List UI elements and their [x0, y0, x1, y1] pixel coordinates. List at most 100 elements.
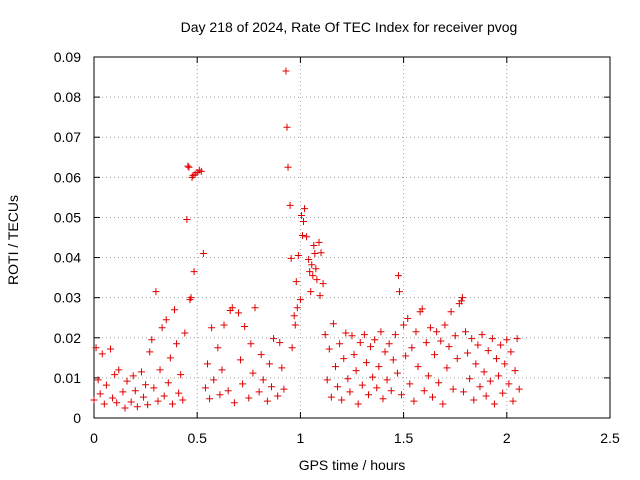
data-point	[170, 306, 178, 314]
data-point	[393, 369, 401, 377]
data-point	[305, 256, 313, 264]
data-point	[166, 354, 174, 362]
data-point	[323, 376, 331, 384]
plot-frame	[93, 56, 611, 419]
data-point	[329, 320, 337, 328]
data-point	[385, 340, 393, 348]
data-point	[284, 163, 292, 171]
data-point	[486, 377, 494, 385]
data-point	[507, 348, 515, 356]
data-point	[150, 384, 158, 392]
data-point	[216, 391, 224, 399]
data-point	[294, 252, 302, 260]
data-point	[296, 296, 304, 304]
data-point	[381, 348, 389, 356]
data-point	[426, 324, 434, 332]
data-point	[379, 395, 387, 403]
data-point	[367, 343, 375, 351]
data-point	[474, 341, 482, 349]
data-point	[177, 371, 185, 379]
data-point	[234, 309, 242, 317]
data-point	[224, 387, 232, 395]
data-point	[288, 344, 296, 352]
data-point	[414, 363, 422, 371]
data-point	[204, 360, 212, 368]
data-point	[371, 336, 379, 344]
y-tick-label: 0.09	[54, 49, 81, 65]
data-point	[445, 343, 453, 351]
data-point	[164, 379, 172, 387]
data-point	[453, 355, 461, 363]
data-point	[168, 400, 176, 408]
data-point	[98, 350, 106, 358]
data-point	[458, 294, 466, 302]
data-point	[315, 238, 323, 246]
data-point	[354, 400, 362, 408]
data-point	[383, 376, 391, 384]
data-point	[102, 381, 110, 389]
data-point	[251, 304, 259, 312]
axis-ticks: 0 0.01 0.02 0.03 0.04 0.05 0.06 0.07 0.08 0.09 0 0.…	[54, 49, 620, 446]
data-point	[464, 349, 472, 357]
data-point	[127, 398, 135, 406]
x-tick-label: 1.5	[394, 430, 414, 446]
gridlines	[94, 57, 610, 418]
data-point	[92, 344, 100, 352]
data-point	[278, 364, 286, 372]
data-point	[410, 397, 418, 405]
data-point	[497, 341, 505, 349]
data-point	[346, 388, 354, 396]
data-point	[478, 331, 486, 339]
data-point	[313, 276, 321, 284]
y-tick-label: 0.06	[54, 169, 81, 185]
y-tick-label: 0	[73, 410, 81, 426]
data-point	[152, 288, 160, 296]
x-tick-label: 2	[503, 430, 511, 446]
data-point	[394, 272, 402, 280]
data-point	[292, 278, 300, 286]
data-point	[350, 351, 358, 359]
data-point	[265, 360, 273, 368]
data-point	[208, 324, 216, 332]
data-point	[312, 265, 320, 273]
data-point	[482, 392, 490, 400]
data-point	[107, 345, 115, 353]
data-point	[488, 335, 496, 343]
data-point	[214, 344, 222, 352]
data-point	[297, 211, 305, 219]
data-point	[319, 280, 327, 288]
data-point	[268, 383, 276, 391]
data-point	[146, 348, 154, 356]
data-point	[137, 368, 145, 376]
data-point	[433, 328, 441, 336]
data-point	[263, 397, 271, 405]
data-point	[449, 385, 457, 393]
data-point	[422, 339, 430, 347]
data-point	[276, 339, 284, 347]
data-point	[286, 201, 294, 209]
data-point	[140, 393, 148, 401]
data-point	[492, 355, 500, 363]
data-point	[480, 368, 488, 376]
x-tick-label: 1	[297, 430, 305, 446]
data-point	[459, 388, 467, 396]
data-point	[468, 335, 476, 343]
data-point	[439, 400, 447, 408]
data-point	[307, 288, 315, 296]
data-point	[299, 217, 307, 225]
x-axis-label: GPS time / hours	[299, 457, 406, 473]
data-point	[173, 340, 181, 348]
data-point	[369, 373, 377, 381]
data-point	[148, 336, 156, 344]
data-point	[398, 391, 406, 399]
data-point	[470, 396, 478, 404]
data-point	[187, 294, 195, 302]
data-point	[435, 379, 443, 387]
data-point	[352, 367, 360, 375]
data-point	[309, 272, 317, 280]
data-point	[316, 292, 324, 300]
y-axis-label: ROTI / TECUs	[5, 195, 21, 285]
data-point	[293, 304, 301, 312]
data-point	[308, 261, 316, 269]
chart-title: Day 218 of 2024, Rate Of TEC Index for r…	[181, 19, 518, 35]
